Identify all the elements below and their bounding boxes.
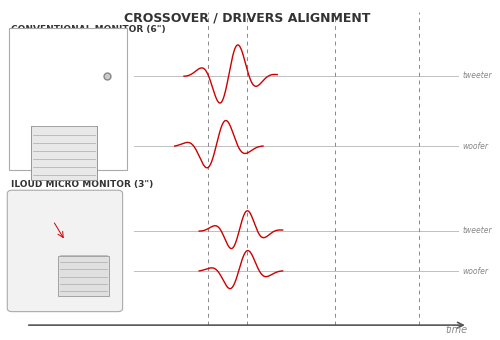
Bar [31,126,97,180]
Bar [58,256,110,296]
Text: ILOUD MICRO MONITOR (3"): ILOUD MICRO MONITOR (3") [11,180,154,189]
Text: woofer: woofer [463,142,489,151]
Text: tweeter: tweeter [463,226,492,235]
FancyBboxPatch shape [9,28,127,170]
Text: time: time [446,325,468,335]
FancyBboxPatch shape [8,190,122,312]
Text: CONVENTIONAL MONITOR (6"): CONVENTIONAL MONITOR (6") [11,25,166,34]
Text: woofer: woofer [463,267,489,276]
Text: CROSSOVER / DRIVERS ALIGNMENT: CROSSOVER / DRIVERS ALIGNMENT [124,12,370,24]
Text: tweeter: tweeter [463,71,492,80]
Text: DSP TIME
ALIGNMENT: DSP TIME ALIGNMENT [28,212,80,232]
